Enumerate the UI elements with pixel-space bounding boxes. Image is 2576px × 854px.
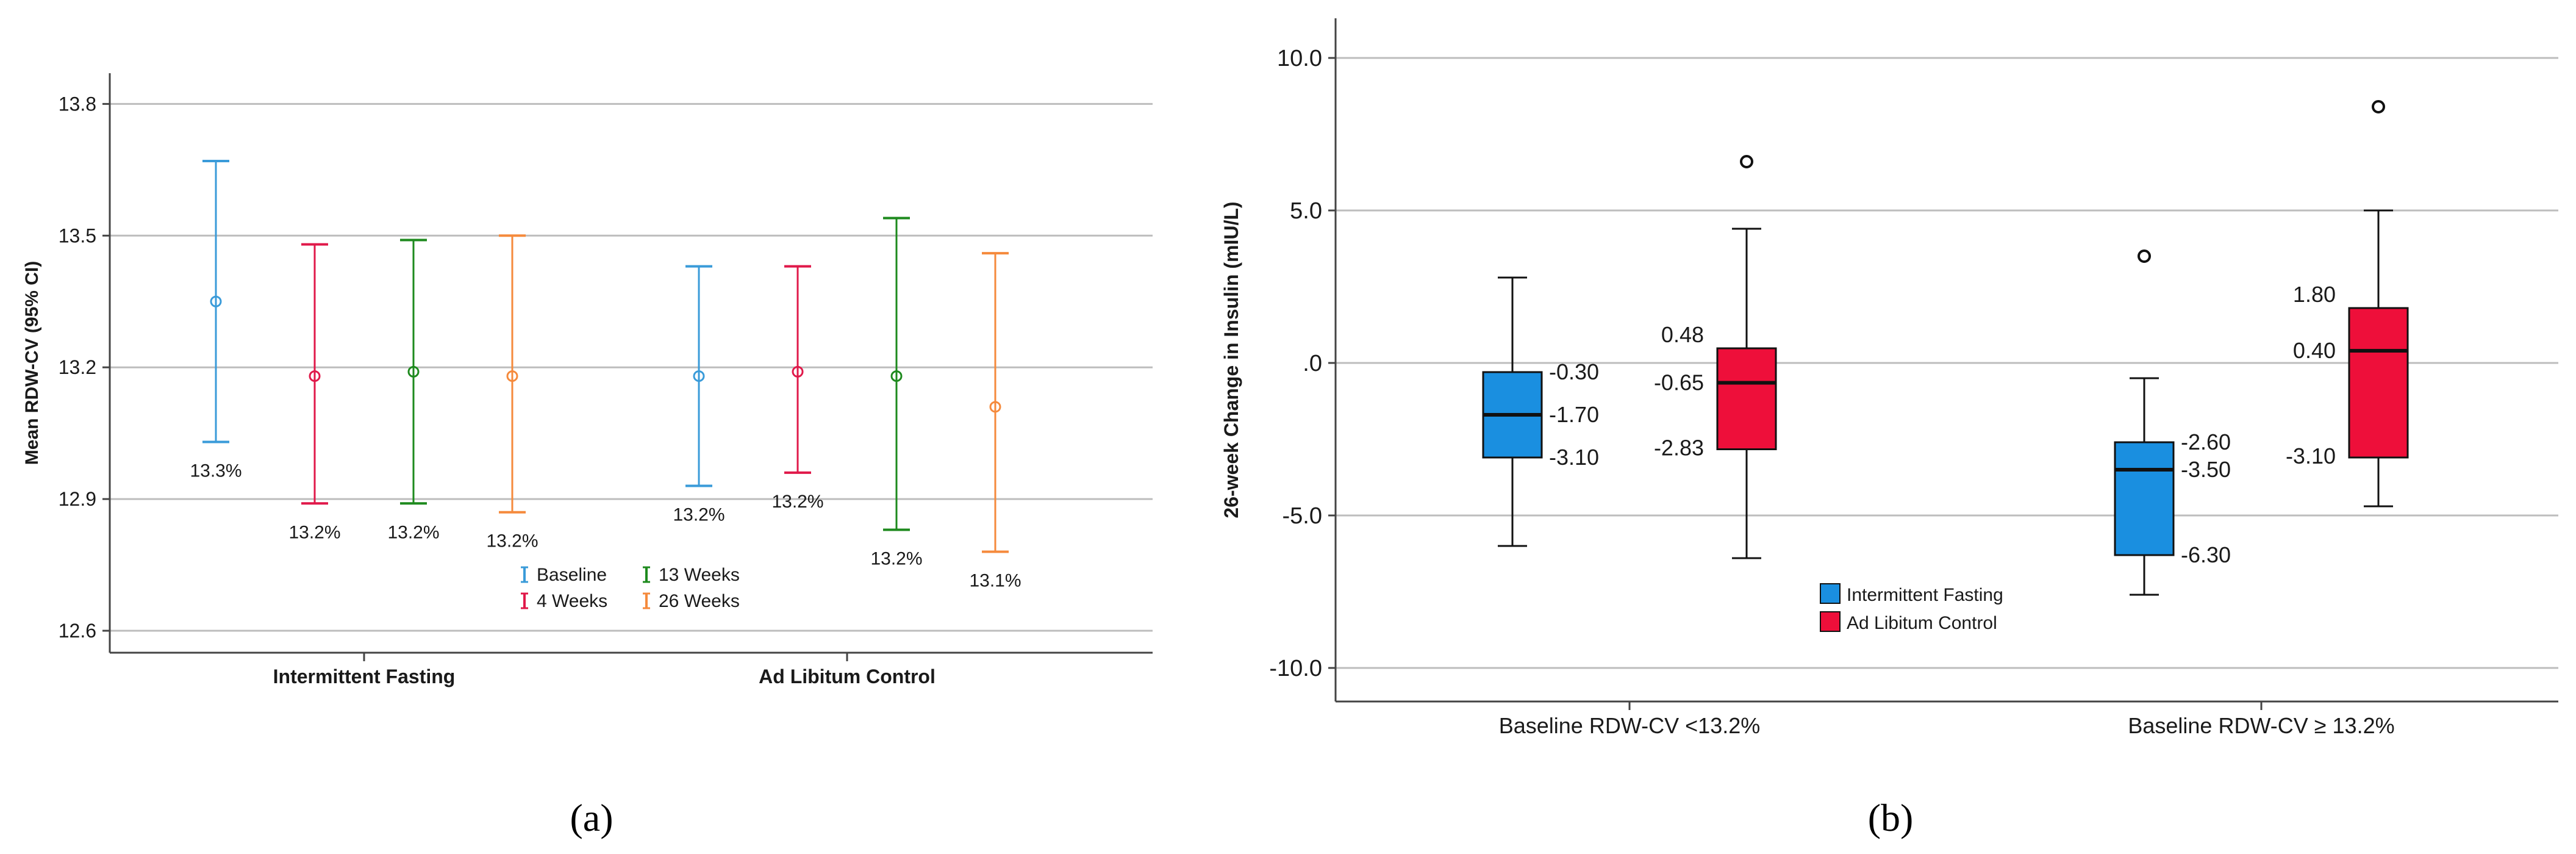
legend-label: 26 Weeks bbox=[659, 591, 740, 611]
panel-b-y-tick-label: 5.0 bbox=[1290, 198, 1322, 224]
errorbar-mean-point bbox=[210, 295, 222, 307]
panel-b-category-label: Baseline RDW-CV ≥ 13.2% bbox=[2128, 713, 2394, 738]
panel-a-y-tick-label: 13.5 bbox=[59, 224, 96, 246]
errorbar-4-weeks: 13.2% bbox=[288, 243, 341, 542]
panel-b-category-label: Baseline RDW-CV <13.2% bbox=[1499, 713, 1761, 738]
panel-b-y-ticks: 10.0 5.0 .0 -5.0 -10.0 bbox=[1269, 46, 1336, 681]
panel-b-y-tick-label: .0 bbox=[1303, 351, 1322, 376]
errorbar-value-label: 13.2% bbox=[387, 522, 439, 542]
boxplot-outlier-point bbox=[2138, 249, 2151, 263]
panel-b-gridlines bbox=[1336, 57, 2558, 669]
boxplot-box bbox=[1716, 347, 1777, 450]
panel-a-group-label: Intermittent Fasting bbox=[273, 666, 456, 687]
errorbar-value-label: 13.3% bbox=[190, 461, 242, 481]
errorbar-mean-point bbox=[407, 365, 420, 378]
legend-label: 4 Weeks bbox=[537, 591, 607, 611]
errorbar-baseline: 13.2% bbox=[673, 265, 725, 525]
panel-a-y-tick-label: 13.8 bbox=[59, 93, 96, 115]
errorbar-value-label: 13.1% bbox=[969, 570, 1021, 590]
panel-a-legend: Baseline 13 Weeks 4 Weeks 26 Weeks bbox=[521, 565, 740, 611]
legend-swatch bbox=[1820, 583, 1841, 604]
boxplot-box bbox=[2114, 441, 2175, 556]
panel-a-group-labels: Intermittent Fasting Ad Libitum Control bbox=[273, 653, 936, 687]
panel-b-category-labels: Baseline RDW-CV <13.2% Baseline RDW-CV ≥ … bbox=[1499, 702, 2395, 738]
errorbar-26-weeks: 13.2% bbox=[486, 234, 538, 551]
panel-b-y-tick-label: -10.0 bbox=[1269, 656, 1322, 681]
panel-a-y-ticks: 12.6 12.9 13.2 13.5 13.8 bbox=[59, 93, 110, 642]
panel-a-y-tick-label: 13.2 bbox=[59, 356, 96, 378]
boxplot-q1-label: -3.10 bbox=[1549, 445, 1599, 470]
errorbar-4-weeks: 13.2% bbox=[771, 265, 824, 512]
panel-b-label: (b) bbox=[1868, 796, 1914, 839]
boxplot-q3-label: -2.60 bbox=[2181, 429, 2231, 454]
errorbar-value-label: 13.2% bbox=[870, 548, 922, 569]
errorbar-baseline: 13.3% bbox=[190, 159, 242, 481]
panel-a-y-axis-label: Mean RDW-CV (95% CI) bbox=[22, 261, 42, 465]
legend-label: Ad Libitum Control bbox=[1847, 613, 1997, 633]
panel-a-y-tick-label: 12.9 bbox=[59, 488, 96, 510]
panel-a-label: (a) bbox=[570, 796, 613, 839]
boxplot-box bbox=[2348, 307, 2409, 459]
errorbar-26-weeks: 13.1% bbox=[969, 252, 1021, 590]
panel-a-group-label: Ad Libitum Control bbox=[759, 666, 936, 687]
errorbar-13-weeks: 13.2% bbox=[387, 239, 440, 542]
boxplot-median-label: -1.70 bbox=[1549, 402, 1599, 427]
errorbar-mean-point bbox=[506, 370, 518, 382]
legend-label: Intermittent Fasting bbox=[1847, 585, 2003, 605]
panel-a-errorbars: 13.3% 13.2% 13.2% 13.2% 13.2% 13.2% 13.2% 13.1% bbox=[190, 159, 1021, 590]
boxplot-intermittent-fasting: -2.60 -3.50 -6.30 bbox=[2114, 249, 2231, 596]
panel-b-y-tick-label: -5.0 bbox=[1283, 503, 1322, 529]
panel-a-chart: 12.6 12.9 13.2 13.5 13.8 Mean RDW-CV (95% CI… bbox=[22, 73, 1153, 839]
errorbar-mean-point bbox=[989, 401, 1001, 413]
panel-b-y-tick-label: 10.0 bbox=[1277, 46, 1322, 71]
errorbar-value-label: 13.2% bbox=[486, 531, 538, 551]
panel-b-legend: Intermittent Fasting Ad Libitum Control bbox=[1820, 583, 2003, 633]
boxplot-q3-label: 0.48 bbox=[1661, 322, 1704, 347]
errorbar-mean-point bbox=[693, 370, 705, 382]
boxplot-median-label: 0.40 bbox=[2293, 338, 2336, 363]
panel-a-gridlines bbox=[110, 102, 1153, 632]
errorbar-value-label: 13.2% bbox=[771, 492, 823, 512]
errorbar-value-label: 13.2% bbox=[673, 505, 724, 525]
legend-swatch bbox=[1820, 611, 1841, 632]
boxplot-ad-libitum-control: 0.48 -0.65 -2.83 bbox=[1654, 155, 1777, 559]
panel-b-boxplots: -0.30 -1.70 -3.10 -2.60 -3.50 -6.30 0.48 -0.65 -… bbox=[1482, 100, 2409, 596]
boxplot-median-label: -3.50 bbox=[2181, 457, 2231, 482]
boxplot-q3-label: 1.80 bbox=[2293, 282, 2336, 307]
panel-b-chart: 10.0 5.0 .0 -5.0 -10.0 26-week Change in Ins… bbox=[1220, 18, 2558, 839]
errorbar-mean-point bbox=[309, 370, 321, 382]
boxplot-q1-label: -3.10 bbox=[2286, 443, 2336, 468]
panel-b-y-axis-label: 26-week Change in Insulin (mIU/L) bbox=[1220, 201, 1242, 518]
boxplot-outlier-point bbox=[2372, 100, 2385, 113]
boxplot-ad-libitum-control: 1.80 0.40 -3.10 bbox=[2286, 100, 2409, 508]
legend-label: Baseline bbox=[537, 565, 607, 585]
errorbar-mean-point bbox=[890, 370, 903, 382]
boxplot-q3-label: -0.30 bbox=[1549, 359, 1599, 384]
errorbar-13-weeks: 13.2% bbox=[870, 217, 923, 569]
errorbar-mean-point bbox=[792, 365, 804, 378]
boxplot-q1-label: -6.30 bbox=[2181, 542, 2231, 567]
errorbar-value-label: 13.2% bbox=[288, 522, 340, 542]
boxplot-outlier-point bbox=[1740, 155, 1753, 168]
legend-label: 13 Weeks bbox=[659, 565, 740, 585]
panel-a-y-tick-label: 12.6 bbox=[59, 620, 96, 642]
boxplot-intermittent-fasting: -0.30 -1.70 -3.10 bbox=[1482, 276, 1599, 547]
boxplot-q1-label: -2.83 bbox=[1654, 436, 1704, 461]
boxplot-median-label: -0.65 bbox=[1654, 370, 1704, 395]
